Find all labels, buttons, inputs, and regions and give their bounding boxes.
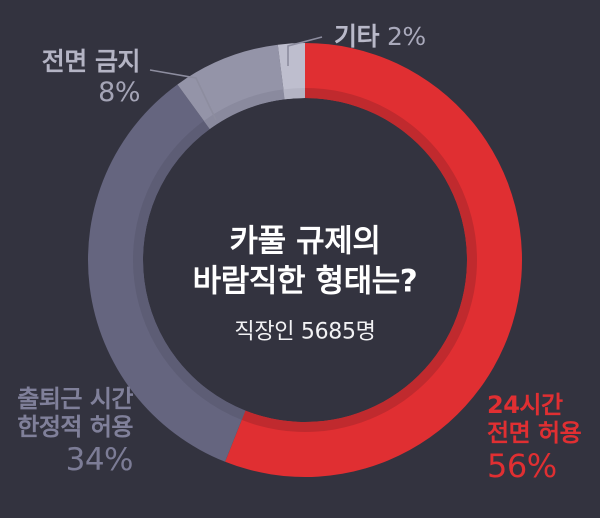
slice-label-ban-pct: 8% [98, 76, 140, 108]
leader-lines [149, 36, 323, 121]
slice-label-allow-name-2: 전면 허용 [487, 419, 582, 448]
slice-label-allow-pct: 56% [487, 446, 557, 485]
leader-line-etc [287, 36, 323, 66]
slice-label-etc: 기타 2% [334, 22, 426, 52]
donut-slice[interactable] [277, 43, 305, 100]
slice-label-allow-name-1: 24시간 [487, 391, 563, 419]
slice-label-commute-pct: 34% [65, 441, 134, 478]
slice-label-commute-name-1: 출퇴근 시간 [17, 385, 133, 413]
donut-slice-inner-shade [283, 88, 305, 100]
slice-label-etc-pct: 2% [386, 22, 426, 51]
donut-slice-inner-shade [133, 120, 246, 420]
slice-label-ban-name: 전면 금지 [41, 47, 141, 76]
donut-slice-inner-shade [203, 89, 285, 129]
slice-label-allow: 24시간 전면 허용 56% [487, 391, 597, 485]
slice-label-commute: 출퇴근 시간 한정적 허용 34% [0, 385, 133, 478]
slice-label-commute-name-2: 한정적 허용 [17, 413, 133, 442]
donut-slice[interactable] [225, 43, 522, 477]
donut-slice[interactable] [177, 44, 285, 129]
slice-label-ban: 전면 금지 8% [12, 47, 141, 108]
slice-label-etc-name: 기타 [334, 22, 380, 51]
donut-slice[interactable] [87, 84, 246, 462]
leader-line-ban [149, 69, 217, 121]
donut-slices [87, 43, 522, 477]
